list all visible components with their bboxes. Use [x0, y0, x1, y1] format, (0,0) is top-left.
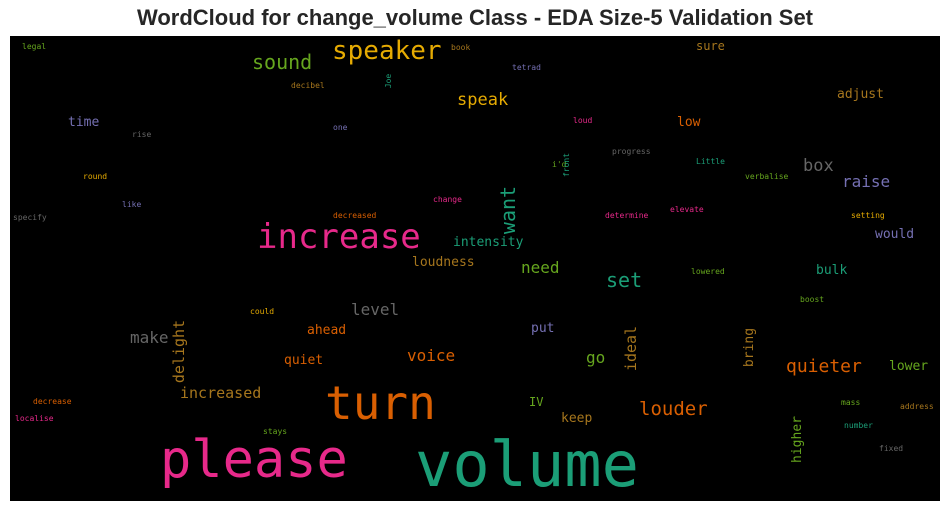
word-rise: rise — [132, 130, 152, 139]
word-bulk: bulk — [816, 263, 848, 278]
word-loudness: loudness — [412, 255, 475, 270]
word-like: like — [122, 200, 142, 209]
word-increased: increased — [180, 384, 262, 402]
word-joe: Joe — [384, 73, 394, 89]
word-lower: lower — [889, 359, 929, 374]
word-put: put — [531, 321, 555, 336]
word-could: could — [250, 307, 275, 316]
word-decreased: decreased — [333, 211, 377, 220]
word-intensity: intensity — [453, 235, 524, 250]
word-stays: stays — [263, 427, 288, 436]
word-one: one — [333, 123, 348, 132]
word-boost: boost — [800, 295, 825, 304]
word-set: set — [606, 268, 643, 292]
word-sound: sound — [252, 50, 313, 74]
word-quieter: quieter — [786, 356, 862, 377]
word-low: low — [677, 115, 701, 130]
word-ideal: ideal — [622, 325, 641, 372]
word-keep: keep — [561, 411, 593, 426]
word-decrease: decrease — [33, 397, 72, 406]
word-would: would — [875, 227, 915, 242]
word-adjust: adjust — [837, 87, 884, 102]
word-need: need — [521, 258, 560, 277]
word-book: book — [451, 43, 471, 52]
word-progress: progress — [612, 147, 651, 156]
word-bring: bring — [742, 327, 758, 368]
word-make: make — [130, 328, 169, 347]
word-voice: voice — [407, 346, 456, 365]
word-delight: delight — [170, 319, 189, 384]
word-determine: determine — [605, 211, 649, 220]
word-iv: IV — [529, 395, 544, 409]
word-round: round — [83, 172, 108, 181]
word-decibel: decibel — [291, 81, 325, 90]
word-fixed: fixed — [879, 444, 904, 453]
word-address: address — [900, 402, 934, 411]
word-higher: higher — [789, 416, 805, 463]
word-elevate: elevate — [670, 205, 704, 214]
word-louder: louder — [639, 398, 708, 420]
word-time: time — [68, 115, 100, 130]
word-sure: sure — [696, 39, 725, 53]
word-raise: raise — [842, 172, 891, 191]
word-speaker: speaker — [332, 36, 442, 66]
word-level: level — [351, 300, 400, 319]
word-little: Little — [696, 157, 725, 166]
word-want: want — [496, 185, 521, 235]
word-setting: setting — [851, 211, 885, 220]
word-increase: increase — [257, 217, 421, 257]
word-loud: loud — [573, 116, 593, 125]
word-go: go — [586, 348, 606, 367]
word-lowered: lowered — [691, 267, 725, 276]
word-ahead: ahead — [307, 323, 347, 338]
word-front: front — [562, 152, 572, 178]
word-speak: speak — [457, 90, 509, 110]
word-mass: mass — [841, 398, 861, 407]
word-verbalise: verbalise — [745, 172, 789, 181]
word-please: please — [160, 430, 348, 490]
word-specify: specify — [13, 213, 47, 222]
word-tetrad: tetrad — [512, 63, 541, 72]
word-legal: legal — [22, 42, 47, 51]
word-number: number — [844, 421, 873, 430]
word-box: box — [803, 156, 834, 176]
word-turn: turn — [325, 376, 436, 430]
word-i-d: i'd — [552, 160, 567, 169]
word-localise: localise — [15, 414, 54, 423]
word-quiet: quiet — [284, 353, 324, 368]
word-change: change — [433, 195, 462, 204]
chart-title: WordCloud for change_volume Class - EDA … — [136, 5, 814, 30]
wordcloud-canvas: volume please turn increase speaker sound spea… — [10, 36, 940, 501]
word-volume: volume — [415, 428, 639, 501]
